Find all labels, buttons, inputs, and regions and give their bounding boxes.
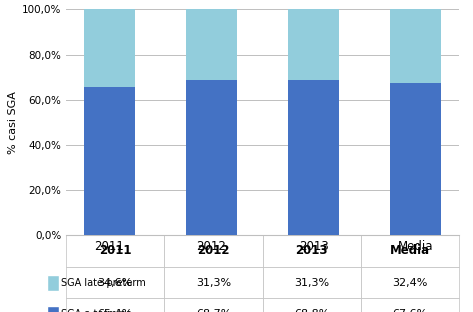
Bar	[84, 87, 135, 235]
Text: SGA late-preterm: SGA late-preterm	[61, 278, 145, 288]
Bar	[84, 9, 135, 87]
Bar	[390, 9, 441, 83]
Bar	[186, 9, 237, 80]
Y-axis label: % casi SGA: % casi SGA	[8, 91, 18, 154]
Text: SGA a termine: SGA a termine	[61, 309, 131, 312]
Bar	[390, 83, 441, 235]
Bar	[288, 9, 339, 80]
Bar	[288, 80, 339, 235]
Bar	[186, 80, 237, 235]
